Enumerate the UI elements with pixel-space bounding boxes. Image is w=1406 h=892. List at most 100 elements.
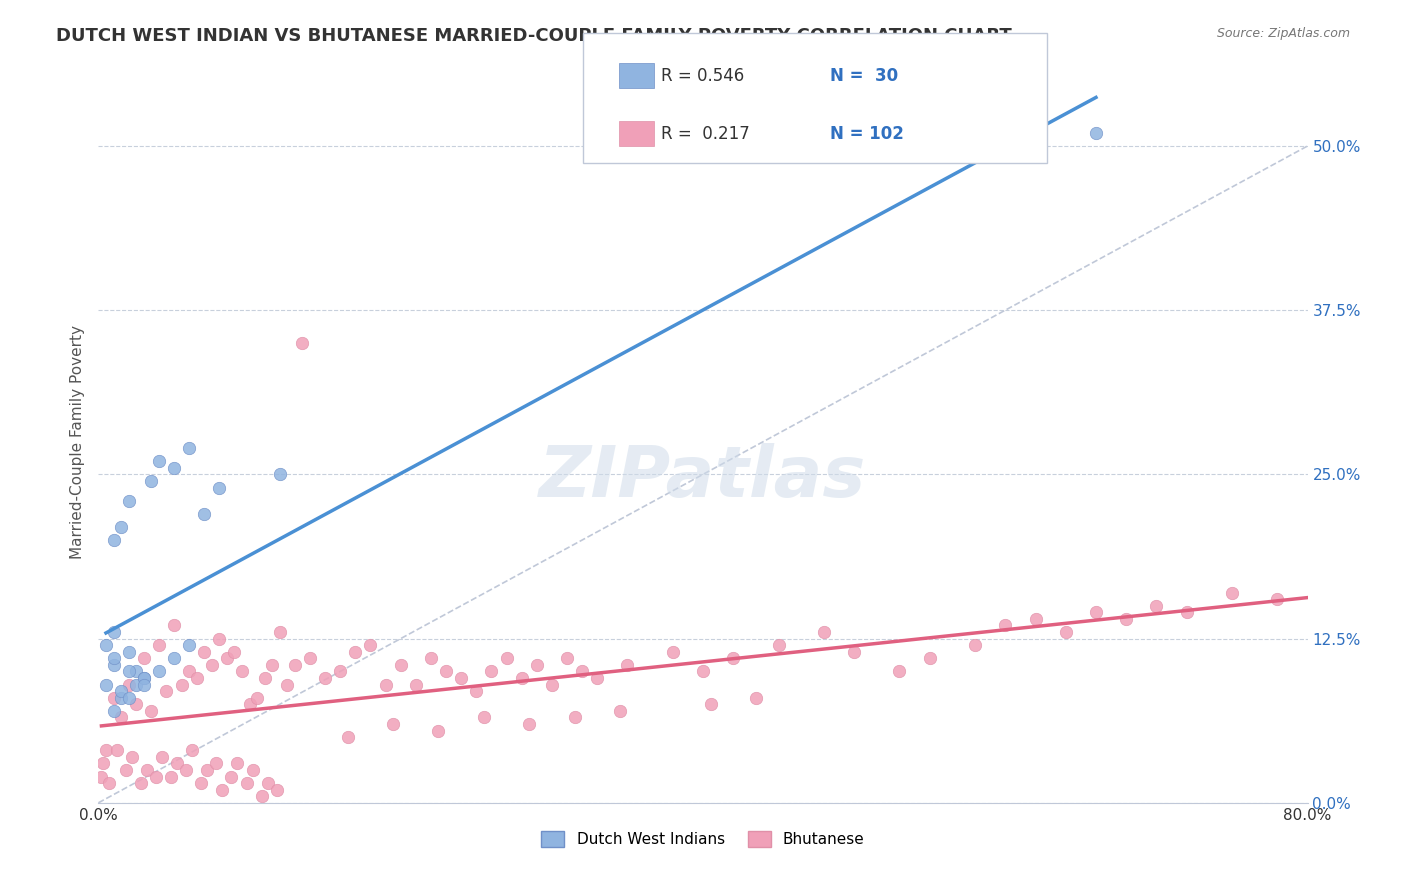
Point: [314, 671, 336, 685]
Point: [118, 493, 141, 508]
Point: [269, 625, 291, 640]
Point: [329, 665, 352, 679]
Point: [125, 665, 148, 679]
Point: [179, 441, 201, 455]
Point: [427, 723, 450, 738]
Point: [179, 665, 201, 679]
Point: [299, 651, 322, 665]
Point: [1054, 625, 1077, 640]
Point: [284, 657, 307, 672]
Point: [145, 770, 167, 784]
Point: [208, 481, 231, 495]
Point: [262, 657, 284, 672]
Point: [118, 690, 141, 705]
Point: [291, 336, 314, 351]
Point: [208, 632, 231, 646]
Point: [148, 638, 170, 652]
Point: [150, 749, 173, 764]
Point: [132, 671, 155, 685]
Point: [1115, 612, 1137, 626]
Text: N =  30: N = 30: [830, 67, 897, 85]
Point: [215, 651, 238, 665]
Point: [269, 467, 291, 482]
Point: [174, 763, 197, 777]
Point: [1146, 599, 1168, 613]
Point: [193, 507, 215, 521]
Text: ZIPatlas: ZIPatlas: [540, 443, 866, 512]
Point: [205, 756, 228, 771]
Point: [231, 665, 253, 679]
Point: [616, 657, 638, 672]
Point: [465, 684, 488, 698]
Point: [103, 651, 125, 665]
Point: [141, 474, 163, 488]
Text: R = 0.546: R = 0.546: [661, 67, 744, 85]
Point: [195, 763, 218, 777]
Point: [699, 698, 721, 712]
Point: [540, 677, 562, 691]
Point: [382, 717, 405, 731]
Point: [723, 651, 745, 665]
Point: [889, 665, 911, 679]
Point: [141, 704, 163, 718]
Point: [148, 665, 170, 679]
Point: [98, 776, 121, 790]
Point: [250, 789, 273, 804]
Point: [246, 690, 269, 705]
Point: [344, 645, 367, 659]
Point: [420, 651, 443, 665]
Point: [472, 710, 495, 724]
Text: N = 102: N = 102: [830, 125, 904, 143]
Legend: Dutch West Indians, Bhutanese: Dutch West Indians, Bhutanese: [536, 825, 870, 853]
Point: [118, 645, 141, 659]
Point: [103, 657, 125, 672]
Point: [965, 638, 987, 652]
Point: [1024, 612, 1046, 626]
Point: [91, 756, 114, 771]
Point: [121, 749, 143, 764]
Point: [526, 657, 548, 672]
Point: [564, 710, 586, 724]
Point: [405, 677, 427, 691]
Point: [163, 651, 186, 665]
Point: [1085, 126, 1108, 140]
Point: [224, 645, 246, 659]
Point: [181, 743, 204, 757]
Point: [148, 454, 170, 468]
Y-axis label: Married-Couple Family Poverty: Married-Couple Family Poverty: [69, 325, 84, 558]
Point: [918, 651, 941, 665]
Point: [166, 756, 188, 771]
Point: [94, 638, 117, 652]
Point: [190, 776, 212, 790]
Point: [103, 690, 125, 705]
Point: [221, 770, 243, 784]
Point: [745, 690, 768, 705]
Point: [160, 770, 183, 784]
Point: [163, 460, 186, 475]
Point: [495, 651, 517, 665]
Point: [90, 770, 112, 784]
Point: [110, 684, 132, 698]
Point: [235, 776, 257, 790]
Point: [571, 665, 593, 679]
Point: [179, 638, 201, 652]
Point: [118, 665, 141, 679]
Text: R =  0.217: R = 0.217: [661, 125, 749, 143]
Point: [94, 677, 117, 691]
Point: [336, 730, 359, 744]
Point: [661, 645, 683, 659]
Point: [256, 776, 278, 790]
Point: [844, 645, 866, 659]
Point: [517, 717, 540, 731]
Point: [253, 671, 276, 685]
Point: [132, 677, 155, 691]
Point: [103, 625, 125, 640]
Text: DUTCH WEST INDIAN VS BHUTANESE MARRIED-COUPLE FAMILY POVERTY CORRELATION CHART: DUTCH WEST INDIAN VS BHUTANESE MARRIED-C…: [56, 27, 1012, 45]
Point: [768, 638, 790, 652]
Point: [239, 698, 262, 712]
Point: [103, 533, 125, 547]
Point: [434, 665, 457, 679]
Point: [125, 677, 148, 691]
Point: [114, 763, 136, 777]
Point: [450, 671, 472, 685]
